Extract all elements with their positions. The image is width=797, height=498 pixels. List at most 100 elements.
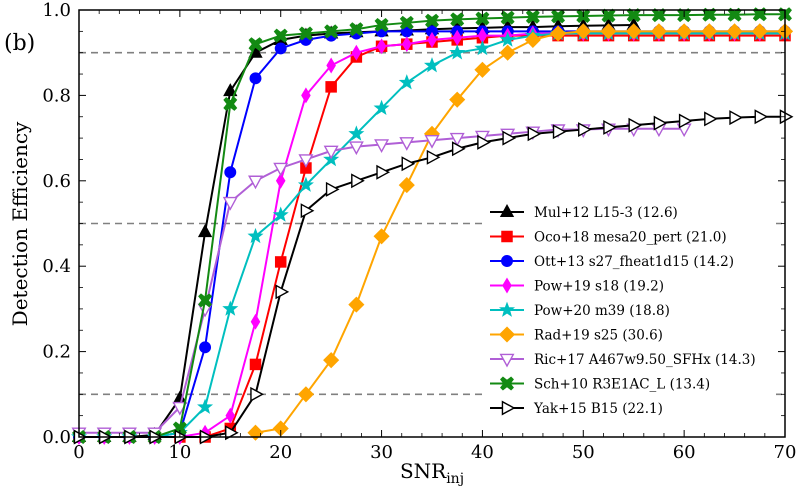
data-point xyxy=(298,26,313,41)
data-point xyxy=(502,130,517,146)
data-point xyxy=(402,36,412,53)
data-point xyxy=(499,353,515,368)
data-point xyxy=(498,301,516,317)
legend-entry: Sch+10 R3E1AC_L (13.4) xyxy=(490,377,710,393)
legend-entry: Mul+12 L15-3 (12.6) xyxy=(490,203,678,221)
legend-entry: Rad+19 s25 (30.6) xyxy=(490,326,663,344)
panel-label: (b) xyxy=(4,31,35,56)
data-point xyxy=(348,125,365,141)
data-point xyxy=(701,23,718,40)
legend-entry: Yak+15 B15 (22.1) xyxy=(490,400,663,417)
data-point xyxy=(751,23,768,40)
data-point xyxy=(222,300,239,316)
data-point xyxy=(628,117,643,133)
y-tick-label: 0.2 xyxy=(42,342,71,363)
data-point xyxy=(575,23,592,40)
x-tick-label: 30 xyxy=(370,442,393,463)
data-point xyxy=(653,115,668,131)
data-point xyxy=(223,96,238,111)
data-point xyxy=(351,44,362,61)
data-point xyxy=(501,400,516,416)
data-point xyxy=(475,11,490,26)
data-point xyxy=(223,83,238,97)
data-point xyxy=(449,91,466,108)
data-point xyxy=(272,206,289,222)
data-point xyxy=(248,175,263,190)
x-tick-label: 40 xyxy=(471,442,494,463)
data-point xyxy=(425,13,439,28)
data-point xyxy=(501,230,513,243)
x-axis-title-subscript: inj xyxy=(446,471,464,487)
data-point xyxy=(451,141,466,157)
data-point xyxy=(729,110,744,126)
legend-label: Pow+19 s18 (19.2) xyxy=(534,279,664,295)
legend-label: Pow+20 m39 (18.8) xyxy=(534,303,670,319)
data-point xyxy=(550,25,567,42)
data-point xyxy=(197,223,213,238)
data-point xyxy=(578,122,592,138)
y-tick-label: 1.0 xyxy=(42,0,71,21)
data-point xyxy=(325,81,337,93)
data-point xyxy=(275,284,290,300)
data-point xyxy=(250,313,261,330)
x-tick-label: 10 xyxy=(168,442,191,463)
legend-label: Oco+18 mesa20_pert (21.0) xyxy=(534,230,727,246)
data-point xyxy=(399,137,415,151)
series-6 xyxy=(247,23,794,441)
data-point xyxy=(197,398,214,414)
data-point xyxy=(501,255,513,267)
data-point xyxy=(250,386,264,402)
data-point xyxy=(499,44,516,61)
data-point xyxy=(552,124,567,140)
data-point xyxy=(650,23,667,40)
data-point xyxy=(702,7,717,22)
series-layer xyxy=(70,7,794,445)
legend-box xyxy=(482,194,776,430)
data-point xyxy=(500,376,514,391)
data-point xyxy=(275,172,286,189)
y-axis-title: Detection Efficiency xyxy=(8,121,32,326)
legend-label: Rad+19 s25 (30.6) xyxy=(534,328,663,344)
data-point xyxy=(224,166,237,179)
data-point xyxy=(401,156,416,172)
legend-label: Yak+15 B15 (22.1) xyxy=(533,401,663,417)
data-point xyxy=(449,132,465,147)
data-point xyxy=(527,126,542,142)
data-point xyxy=(373,228,390,245)
data-point xyxy=(524,31,541,48)
data-point xyxy=(273,162,289,177)
legend-entry: Ric+17 A467w9.50_SFHx (14.3) xyxy=(490,352,756,368)
data-point xyxy=(704,111,718,127)
data-point xyxy=(474,61,491,78)
data-point xyxy=(297,176,314,192)
data-point xyxy=(301,87,311,104)
data-point xyxy=(376,38,387,55)
data-point xyxy=(399,15,414,30)
data-point xyxy=(225,407,236,424)
data-point xyxy=(427,31,437,48)
legend-label: Ric+17 A467w9.50_SFHx (14.3) xyxy=(534,352,756,368)
data-point xyxy=(199,341,212,354)
legend-label: Mul+12 L15-3 (12.6) xyxy=(534,205,678,221)
data-point xyxy=(498,326,516,343)
data-point xyxy=(477,134,491,150)
data-point xyxy=(373,99,390,116)
x-tick-label: 50 xyxy=(572,442,595,463)
data-point xyxy=(348,141,364,156)
data-point xyxy=(222,196,238,211)
data-point xyxy=(247,227,264,244)
x-tick-label: 0 xyxy=(73,442,84,463)
data-point xyxy=(249,358,262,371)
data-point xyxy=(424,134,440,149)
data-point xyxy=(603,119,617,135)
data-point xyxy=(297,386,314,403)
data-point xyxy=(752,7,767,22)
data-point xyxy=(248,37,263,52)
data-point xyxy=(300,203,315,219)
data-point xyxy=(274,256,287,268)
data-point xyxy=(474,40,491,56)
data-point xyxy=(374,139,390,153)
legend-entry: Pow+19 s18 (19.2) xyxy=(490,277,664,295)
data-point xyxy=(225,425,239,441)
data-point xyxy=(325,181,340,197)
